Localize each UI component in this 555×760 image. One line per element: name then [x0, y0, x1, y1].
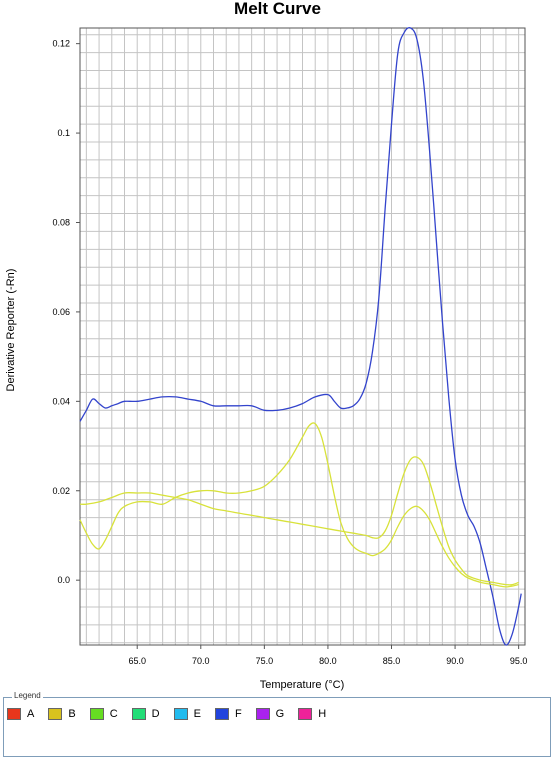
y-tick-label: 0.12 — [52, 39, 70, 49]
legend-item: E — [173, 708, 201, 720]
legend-swatch — [214, 708, 229, 720]
legend-item-label: H — [318, 708, 327, 720]
legend-swatch — [255, 708, 270, 720]
legend-item: A — [7, 708, 34, 720]
series-line-2 — [79, 422, 519, 588]
legend-item-label: E — [193, 708, 201, 720]
legend-item: C — [89, 708, 118, 720]
legend-swatch — [131, 708, 146, 720]
x-tick-label: 70.0 — [192, 656, 210, 666]
chart-title: Melt Curve — [234, 0, 321, 18]
legend-item-label: F — [234, 708, 242, 720]
x-tick-label: 95.0 — [510, 656, 528, 666]
legend-swatch — [89, 708, 104, 720]
x-axis-label: Temperature (°C) — [259, 679, 345, 691]
legend-item: B — [48, 708, 76, 720]
legend-swatch — [173, 708, 188, 720]
x-tick-label: 65.0 — [128, 656, 146, 666]
y-tick-label: 0.06 — [52, 307, 70, 317]
series-line-1 — [79, 27, 522, 646]
legend-item: F — [214, 708, 242, 720]
plot-area: 65.0 70.0 75.0 80.0 85.0 90.0 95.0 0.0 0.02 0.04 0… — [52, 27, 528, 666]
x-tick-label: 80.0 — [319, 656, 337, 666]
legend-swatch — [298, 708, 313, 720]
y-tick-label: 0.0 — [57, 575, 70, 585]
y-tick-label: 0.1 — [57, 128, 70, 138]
legend-item: G — [255, 708, 285, 720]
legend-item-label: B — [68, 708, 76, 720]
y-tick-label: 0.02 — [52, 486, 70, 496]
legend-panel: Legend A B C D E F G H — [3, 691, 551, 757]
legend-item: D — [131, 708, 160, 720]
x-tick-label: 90.0 — [446, 656, 464, 666]
legend-item-label: G — [275, 708, 285, 720]
melt-curve-chart: Melt Curve Derivative Reporter (-Rn) Tem… — [5, 0, 528, 691]
legend-item-label: C — [109, 708, 118, 720]
legend-swatch — [7, 708, 21, 720]
y-tick-label: 0.04 — [52, 396, 70, 406]
legend-items: A B C D E F G H — [7, 708, 340, 720]
plot-frame — [79, 27, 526, 646]
legend-swatch — [48, 708, 63, 720]
series-line-3 — [79, 456, 519, 586]
x-tick-label: 85.0 — [383, 656, 401, 666]
legend-title: Legend — [12, 691, 43, 700]
legend-item-label: D — [151, 708, 160, 720]
legend-item-label: A — [27, 708, 35, 720]
x-tick-label: 75.0 — [256, 656, 274, 666]
y-tick-label: 0.08 — [52, 217, 70, 227]
legend-item: H — [298, 708, 326, 720]
